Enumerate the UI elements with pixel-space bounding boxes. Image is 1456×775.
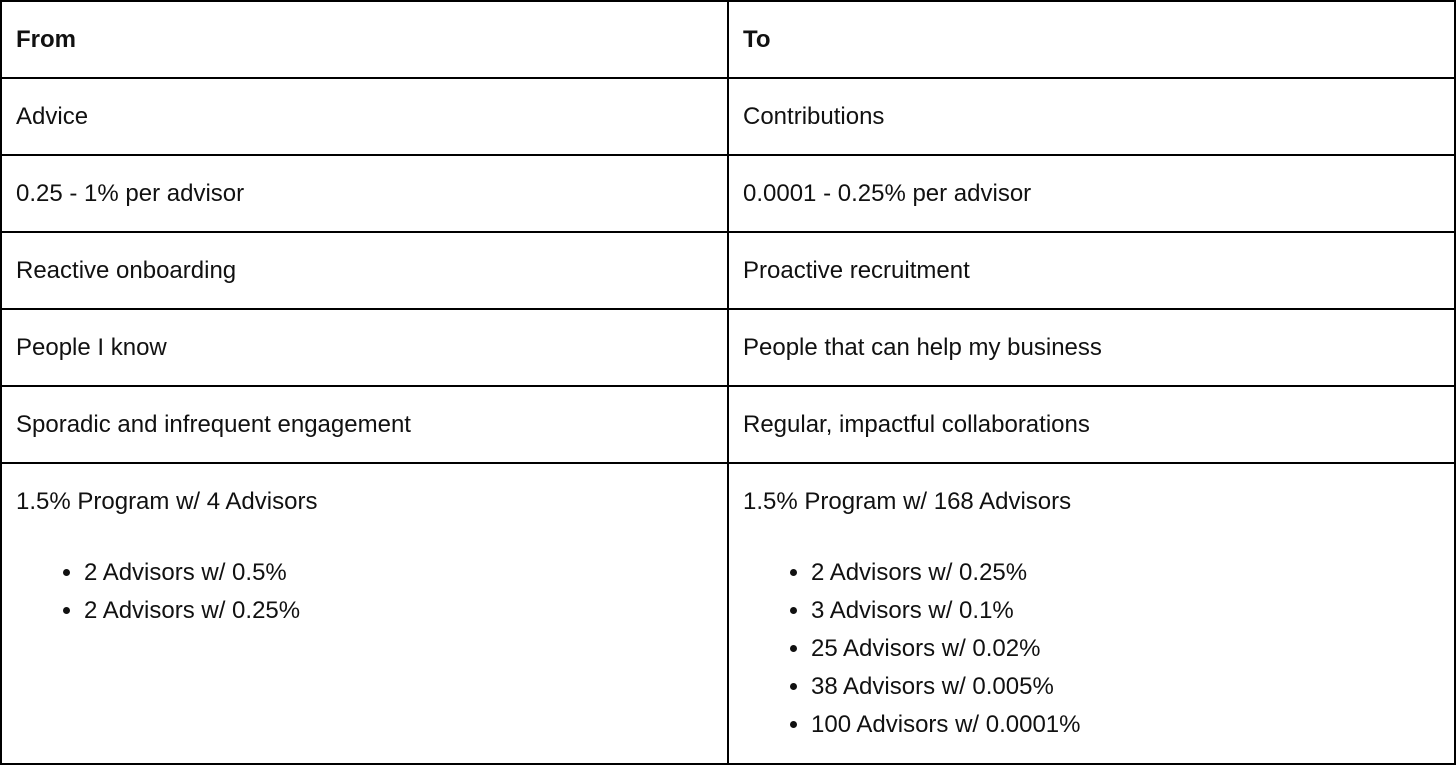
program-breakdown-list: 2 Advisors w/ 0.25% 3 Advisors w/ 0.1% 2… [743,554,1440,744]
cell-to: Regular, impactful collaborations [727,385,1456,464]
table-row: Sporadic and infrequent engagement Regul… [0,385,1456,464]
program-breakdown-list: 2 Advisors w/ 0.5% 2 Advisors w/ 0.25% [16,554,713,630]
list-item: 2 Advisors w/ 0.5% [84,554,713,592]
list-item: 2 Advisors w/ 0.25% [811,554,1440,592]
list-item: 2 Advisors w/ 0.25% [84,592,713,630]
cell-to: Contributions [727,77,1456,156]
cell-from: Advice [0,77,729,156]
column-header-to: To [727,0,1456,79]
cell-from: Reactive onboarding [0,231,729,310]
list-item: 100 Advisors w/ 0.0001% [811,706,1440,744]
list-item: 38 Advisors w/ 0.005% [811,668,1440,706]
table-row-program-comparison: 1.5% Program w/ 4 Advisors 2 Advisors w/… [0,462,1456,765]
cell-to: People that can help my business [727,308,1456,387]
cell-to: 0.0001 - 0.25% per advisor [727,154,1456,233]
table-row: Reactive onboarding Proactive recruitmen… [0,231,1456,310]
table-row: Advice Contributions [0,77,1456,156]
table-row: 0.25 - 1% per advisor 0.0001 - 0.25% per… [0,154,1456,233]
list-item: 25 Advisors w/ 0.02% [811,630,1440,668]
cell-from-program: 1.5% Program w/ 4 Advisors 2 Advisors w/… [0,462,729,765]
table-row: People I know People that can help my bu… [0,308,1456,387]
list-item: 3 Advisors w/ 0.1% [811,592,1440,630]
cell-to: Proactive recruitment [727,231,1456,310]
cell-from: Sporadic and infrequent engagement [0,385,729,464]
cell-to-program: 1.5% Program w/ 168 Advisors 2 Advisors … [727,462,1456,765]
cell-from: People I know [0,308,729,387]
column-header-from: From [0,0,729,79]
program-title: 1.5% Program w/ 4 Advisors [16,488,318,515]
header-row: From To [0,0,1456,79]
program-title: 1.5% Program w/ 168 Advisors [743,488,1072,515]
cell-from: 0.25 - 1% per advisor [0,154,729,233]
